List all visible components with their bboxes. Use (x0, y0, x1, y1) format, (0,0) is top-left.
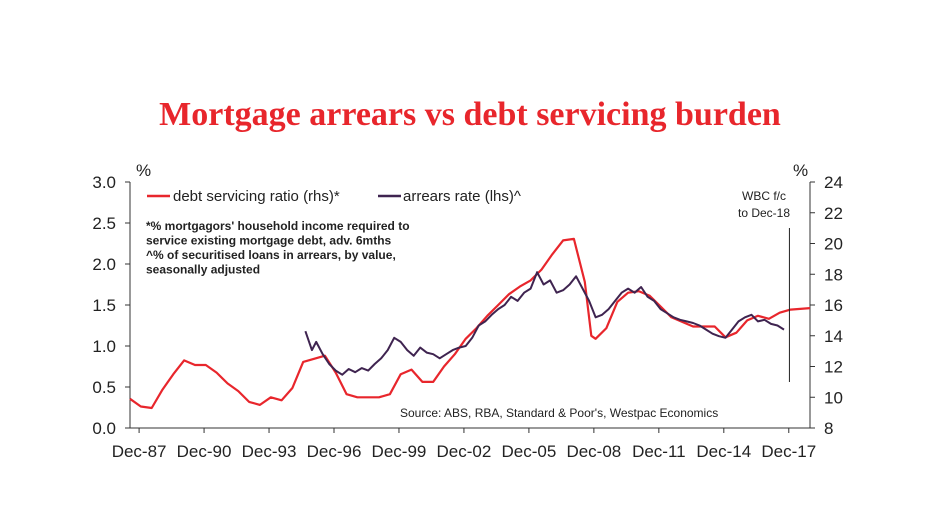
right-tick-label: 24 (824, 173, 843, 192)
right-tick-label: 12 (824, 358, 843, 377)
left-tick-label: 1.5 (92, 296, 116, 315)
right-tick-label: 8 (824, 419, 833, 438)
left-tick-label: 1.0 (92, 337, 116, 356)
right-tick-label: 14 (824, 327, 843, 346)
chart-axes: 0.0 0.5 1.0 1.5 2.0 2.5 3.0 8 10 12 14 16 18 20 22 24%%… (92, 161, 843, 461)
x-tick-label: Dec-99 (372, 442, 427, 461)
chart-plot-area (129, 237, 811, 410)
x-tick-label: Dec-93 (242, 442, 297, 461)
x-tick-label: Dec-11 (632, 442, 686, 461)
arrears-rate-line (304, 271, 785, 376)
right-tick-label: 20 (824, 235, 843, 254)
chart-source: Source: ABS, RBA, Standard & Poor's, Wes… (400, 406, 718, 420)
x-tick-label: Dec-08 (566, 442, 621, 461)
right-axis-unit: % (793, 161, 808, 180)
chart-annotations: WBC f/c to Dec-18 debt servicing ratio (rh… (146, 188, 790, 420)
x-tick-label: Dec-90 (177, 442, 232, 461)
forecast-label-line-2: to Dec-18 (738, 206, 790, 220)
chart-note-line: service existing mortgage debt, adv. 6mt… (146, 234, 392, 248)
left-tick-label: 0.5 (92, 378, 116, 397)
left-tick-label: 2.0 (92, 255, 116, 274)
chart-note-line: *% mortgagors' household income required… (146, 219, 410, 233)
forecast-label-line-1: WBC f/c (742, 189, 786, 203)
right-tick-label: 18 (824, 265, 843, 284)
right-tick-label: 10 (824, 388, 843, 407)
x-tick-label: Dec-17 (761, 442, 816, 461)
right-tick-label: 22 (824, 204, 843, 223)
legend-label-debt-servicing: debt servicing ratio (rhs)* (173, 188, 340, 205)
chart-title: Mortgage arrears vs debt servicing burde… (159, 96, 781, 133)
x-tick-label: Dec-05 (501, 442, 556, 461)
x-tick-label: Dec-02 (437, 442, 492, 461)
x-tick-label: Dec-14 (696, 442, 751, 461)
left-axis-unit: % (136, 161, 151, 180)
left-tick-label: 2.5 (92, 214, 116, 233)
left-tick-label: 3.0 (92, 173, 116, 192)
chart-note-line: ^% of securitised loans in arrears, by v… (146, 248, 396, 262)
x-tick-label: Dec-96 (307, 442, 362, 461)
x-tick-label: Dec-87 (112, 442, 167, 461)
debt-servicing-ratio-line (129, 237, 811, 410)
right-tick-label: 16 (824, 296, 843, 315)
chart-note-line: seasonally adjusted (146, 263, 260, 277)
left-tick-label: 0.0 (92, 419, 116, 438)
legend-label-arrears: arrears rate (lhs)^ (403, 188, 521, 205)
